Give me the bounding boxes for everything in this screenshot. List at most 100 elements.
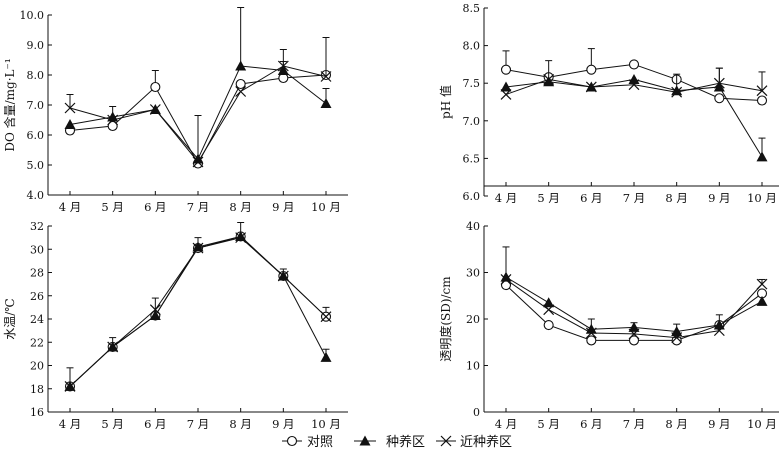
y-axis-label: 透明度(SD)/cm [438, 276, 453, 362]
data-point-triangle [543, 297, 555, 308]
y-tick-label: 6.0 [27, 129, 45, 142]
data-point-cross [585, 327, 597, 339]
data-point-cross [628, 328, 640, 340]
y-tick-label: 30 [30, 243, 44, 256]
data-point-cross [149, 104, 161, 115]
y-tick-label: 26 [30, 290, 44, 303]
data-point-cross [500, 89, 512, 100]
y-tick-label: 0 [473, 406, 480, 419]
x-tick-label: 7 月 [187, 200, 209, 214]
data-point-circle [714, 93, 725, 104]
y-tick-label: 5.0 [27, 159, 45, 172]
y-axis-label: pH 值 [438, 85, 453, 119]
data-point-circle [150, 81, 161, 93]
y-axis-label: DO 含量/mg·L⁻¹ [2, 58, 17, 151]
x-tick-label: 4 月 [59, 200, 81, 214]
y-tick-label: 8.0 [463, 40, 481, 53]
y-tick-label: 10 [466, 360, 480, 373]
chart-ph: 6.0 6.5 7.0 7.5 8.0 8.5 4 月 5 月 6 月 7 月 8 月 9 月 10 月… [438, 2, 779, 205]
data-point-triangle [235, 60, 247, 71]
data-point-cross [192, 242, 204, 254]
legend-label-control: 对照 [307, 435, 333, 450]
y-tick-label: 20 [30, 360, 44, 373]
data-point-cross [671, 86, 683, 98]
data-point-triangle [543, 76, 555, 87]
x-tick-label: 8 月 [665, 417, 687, 431]
data-point-triangle [192, 153, 204, 164]
data-point-cross [671, 332, 683, 344]
y-axis-label: 水温/℃ [3, 298, 17, 339]
y-tick-label: 20 [466, 313, 480, 326]
data-point-cross [107, 114, 119, 126]
y-tick-label: 4.0 [27, 189, 45, 202]
legend-item-near-culture-area: 近种养区 [436, 434, 512, 450]
x-tick-label: 9 月 [708, 191, 730, 205]
data-point-triangle [320, 351, 332, 362]
data-point-cross [543, 304, 555, 316]
data-point-circle [756, 95, 768, 106]
data-point-cross [320, 311, 332, 323]
y-tick-label: 18 [30, 383, 44, 396]
series-circle [500, 280, 768, 346]
x-tick-label: 9 月 [272, 417, 294, 431]
x-tick-label: 5 月 [537, 191, 559, 205]
series-cross [500, 274, 768, 344]
data-point-cross [500, 274, 512, 285]
data-point-cross [277, 270, 289, 282]
y-tick-label: 10.0 [20, 9, 45, 22]
data-point-triangle [628, 321, 640, 332]
y-tick-label: 24 [30, 313, 44, 326]
y-tick-label: 9.0 [27, 39, 45, 52]
y-tick-label: 8.5 [463, 2, 481, 15]
x-tick-label: 7 月 [187, 417, 209, 431]
legend-marker-triangle [359, 435, 371, 446]
x-tick-label: 6 月 [144, 417, 166, 431]
chart-sd: 0 10 20 30 40 4 月 5 月 6 月 7 月 8 月 9 月 10 月 透明度(SD)/c… [438, 220, 779, 431]
data-point-circle [628, 335, 640, 346]
data-point-cross [64, 102, 76, 114]
x-tick-label: 6 月 [580, 191, 602, 205]
legend-marker-cross [440, 435, 452, 447]
data-point-cross [756, 85, 768, 97]
x-tick-label: 10 月 [311, 200, 341, 214]
y-tick-label: 7.5 [463, 77, 481, 90]
x-tick-label: 5 月 [537, 417, 559, 431]
data-point-cross [585, 81, 597, 93]
y-tick-label: 28 [30, 267, 44, 280]
y-tick-label: 6.5 [463, 152, 481, 165]
data-point-cross [235, 232, 247, 244]
x-tick-label: 9 月 [272, 200, 294, 214]
x-tick-label: 8 月 [665, 191, 687, 205]
data-point-circle [586, 335, 597, 346]
x-tick-label: 7 月 [623, 191, 645, 205]
chart-temp: 16 18 20 22 24 26 28 30 32 4 月 5 月 6 月 7 月 8 月 9 月 10 月… [3, 220, 348, 431]
x-tick-label: 9 月 [708, 417, 730, 431]
x-tick-label: 5 月 [101, 200, 123, 214]
x-tick-label: 10 月 [311, 417, 341, 431]
y-tick-label: 8.0 [27, 69, 45, 82]
series-cross [500, 67, 768, 100]
x-tick-label: 10 月 [747, 417, 777, 431]
data-point-triangle [320, 98, 332, 108]
data-point-cross [756, 278, 768, 290]
y-tick-label: 7.0 [463, 115, 481, 128]
series-cross [64, 232, 332, 392]
data-point-cross [107, 341, 119, 353]
y-tick-label: 7.0 [27, 99, 45, 112]
x-tick-label: 8 月 [229, 417, 251, 431]
data-point-triangle [671, 326, 683, 337]
series-line [69, 235, 327, 387]
data-point-cross [320, 71, 332, 82]
chart-panels: 4.0 5.0 6.0 7.0 8.0 9.0 10.0 4 月 5 月 6 月 7 月 8 月 9 月… [2, 2, 779, 431]
data-point-triangle [64, 119, 76, 129]
data-point-triangle [277, 65, 289, 75]
y-tick-label: 6.0 [463, 190, 481, 203]
data-point-triangle [500, 271, 512, 282]
legend-label-near-culture-area: 近种养区 [460, 434, 512, 450]
data-point-circle [543, 319, 554, 331]
data-point-circle [500, 64, 512, 75]
data-point-cross [64, 381, 76, 392]
data-point-triangle [756, 295, 768, 306]
data-point-circle [235, 78, 246, 90]
